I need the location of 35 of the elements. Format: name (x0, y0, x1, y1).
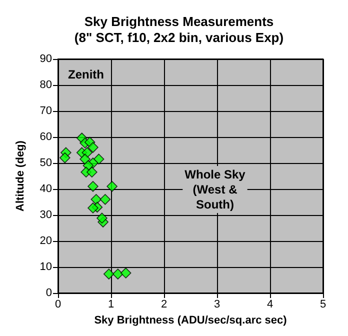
y-tick-label: 0 (46, 287, 52, 299)
x-tick-label: 4 (266, 298, 274, 310)
point (59, 152, 70, 164)
point (120, 268, 132, 278)
y-tick-label: 40 (40, 183, 52, 195)
y-axis-title: Altitude (deg) (14, 140, 26, 212)
y-tick-label: 30 (40, 209, 52, 221)
point (90, 194, 102, 205)
x-tick-label: 0 (54, 298, 62, 310)
point (80, 154, 90, 164)
x-tick-label: 2 (160, 298, 168, 310)
annotation: Zenith (68, 68, 104, 82)
point (100, 194, 111, 205)
point (86, 166, 98, 178)
point (88, 142, 98, 153)
y-tick-label: 20 (40, 235, 52, 247)
point (88, 202, 98, 214)
x-tick-label: 5 (320, 298, 326, 310)
annotation: Whole Sky (West & South) (184, 168, 246, 212)
y-tick-label: 80 (40, 79, 52, 91)
chart-title: Sky Brightness Measurements (84, 14, 274, 29)
point (106, 181, 118, 192)
x-tick-label: 1 (108, 298, 114, 310)
y-tick-label: 60 (40, 131, 52, 143)
chart-subtitle: (8" SCT, f10, 2x2 bin, various Exp) (74, 30, 284, 45)
point (96, 212, 108, 224)
y-tick-label: 50 (40, 157, 52, 169)
y-tick-label: 70 (40, 105, 52, 117)
x-tick-label: 3 (214, 298, 220, 310)
x-axis-title: Sky Brightness (ADU/sec/sq.arc sec) (94, 314, 288, 326)
point (103, 268, 114, 280)
y-tick-label: 10 (40, 261, 52, 273)
y-tick-label: 90 (40, 53, 52, 65)
point (112, 268, 124, 280)
point (88, 181, 98, 192)
